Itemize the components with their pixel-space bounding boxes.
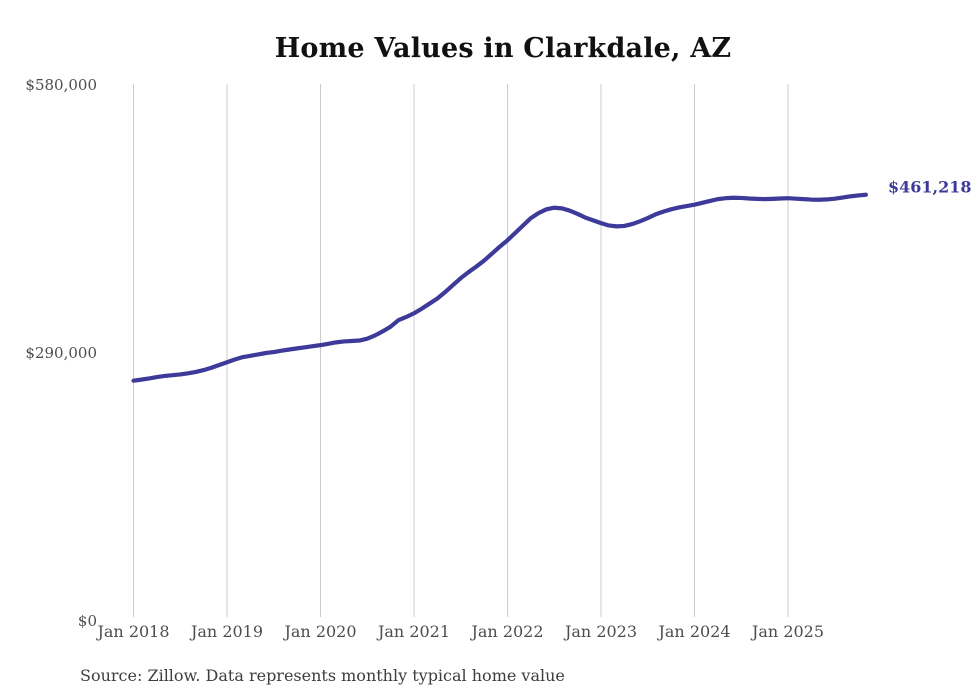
x-tick-label: Jan 2018 (97, 622, 170, 641)
latest-value-label: $461,218 (888, 177, 972, 197)
x-tick-label: Jan 2025 (751, 622, 825, 641)
x-tick-label: Jan 2024 (658, 622, 731, 641)
home-value-line (131, 192, 869, 383)
x-tick-label: Jan 2021 (377, 622, 451, 641)
y-tick-label: $580,000 (25, 76, 97, 94)
x-tick-label: Jan 2020 (284, 622, 357, 641)
chart-title: Home Values in Clarkdale, AZ (274, 33, 732, 64)
y-tick-label: $0 (77, 612, 97, 630)
x-tick-label: Jan 2023 (564, 622, 638, 641)
y-tick-label: $290,000 (25, 344, 97, 362)
x-tick-label: Jan 2022 (471, 622, 544, 641)
x-tick-label: Jan 2019 (190, 622, 264, 641)
source-note: Source: Zillow. Data represents monthly … (80, 666, 565, 685)
